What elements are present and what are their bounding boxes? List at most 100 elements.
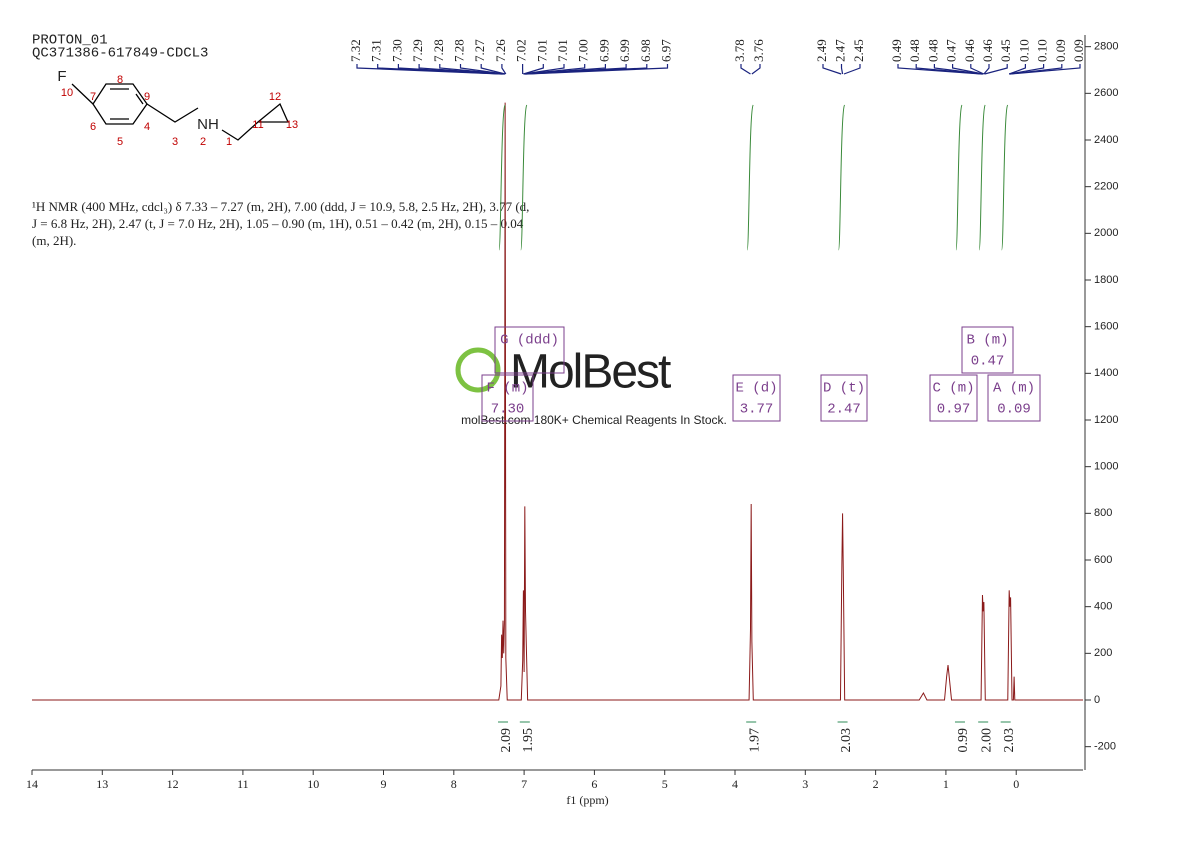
atom-label: 1 <box>226 136 232 148</box>
integral-label: 2.03 <box>1002 728 1017 753</box>
x-tick-label: 7 <box>521 777 527 791</box>
peak-pick-connector <box>843 64 861 75</box>
peak-pick-label: 0.46 <box>962 39 977 62</box>
x-tick-label: 6 <box>591 777 597 791</box>
multiplet-box <box>987 374 1041 422</box>
y-tick-label: 600 <box>1094 554 1112 566</box>
integral-curve <box>520 104 528 251</box>
peak-pick-connector <box>822 64 842 75</box>
atom-label: 6 <box>90 121 96 133</box>
atom-label: 5 <box>117 136 123 148</box>
y-tick-label: 2200 <box>1094 181 1118 193</box>
peak-pick-connector <box>983 64 990 75</box>
y-tick-label: 400 <box>1094 601 1112 613</box>
integral-label: 0.99 <box>956 728 971 753</box>
peak-pick-label: 0.47 <box>944 39 959 62</box>
integral-curve <box>498 104 506 251</box>
peak-pick-connector <box>740 64 751 75</box>
atom-label: NH <box>197 116 219 133</box>
peak-pick-connector <box>970 64 985 75</box>
y-tick-label: 1600 <box>1094 321 1118 333</box>
peak-pick-label: 0.09 <box>1071 39 1086 62</box>
peak-pick-connector <box>933 64 983 75</box>
integral-curve <box>978 104 986 251</box>
description-line: (m, 2H). <box>32 233 76 248</box>
integral-label: 2.00 <box>979 728 994 753</box>
peak-pick-label: 2.45 <box>851 39 866 62</box>
y-tick-label: 1800 <box>1094 274 1118 286</box>
peak-pick-connector <box>1009 64 1045 75</box>
peak-pick-label: 3.78 <box>732 39 747 62</box>
integral-label: 2.03 <box>839 728 854 753</box>
peak-pick-label: 7.27 <box>472 39 487 62</box>
description-line: J = 6.8 Hz, 2H), 2.47 (t, J = 7.0 Hz, 2H… <box>32 216 524 231</box>
x-tick-label: 13 <box>96 777 108 791</box>
spectrum-title: PROTON_01 <box>32 33 108 49</box>
peak-pick-label: 7.01 <box>555 39 570 62</box>
peak-pick-connector <box>1008 64 1026 75</box>
peak-pick-connector <box>751 64 761 75</box>
sample-id: QC371386-617849-CDCL3 <box>32 46 208 62</box>
x-tick-label: 2 <box>873 777 879 791</box>
peak-pick-label: 0.09 <box>1053 39 1068 62</box>
peak-pick-label: 7.00 <box>576 39 591 62</box>
atom-label: 7 <box>90 91 96 103</box>
benzene-ring <box>92 83 148 125</box>
peak-pick-label: 7.30 <box>389 39 404 62</box>
peak-pick-label: 0.48 <box>907 39 922 62</box>
atom-label: 3 <box>172 136 178 148</box>
multiplet-name: E (d) <box>735 381 777 397</box>
watermark-icon <box>455 347 501 393</box>
multiplet-name: F (m) <box>486 381 528 397</box>
multiplet-box <box>494 326 565 374</box>
integral-curve <box>746 104 754 251</box>
peak-pick-label: 0.49 <box>889 39 904 62</box>
multiplet-name: C (m) <box>932 381 974 397</box>
x-tick-label: 9 <box>381 777 387 791</box>
atom-label: 12 <box>269 91 281 103</box>
peak-pick-connector <box>526 64 669 75</box>
peak-pick-label: 2.47 <box>832 39 847 62</box>
integral-label: 1.97 <box>747 728 762 753</box>
atom-label: 8 <box>117 74 123 86</box>
multiplet-box <box>732 374 781 422</box>
peak-pick-connector <box>840 64 844 75</box>
peak-pick-label: 0.10 <box>1016 39 1031 62</box>
x-axis-label: f1 (ppm) <box>566 793 608 807</box>
peak-pick-label: 7.28 <box>431 39 446 62</box>
integral-label: 1.95 <box>521 728 536 753</box>
peak-pick-label: 0.10 <box>1035 39 1050 62</box>
peak-pick-connector <box>439 64 505 75</box>
multiplet-box <box>481 374 534 422</box>
multiplet-shift: 2.47 <box>827 402 861 418</box>
x-tick-label: 8 <box>451 777 457 791</box>
peak-pick-label: 7.26 <box>493 39 508 62</box>
atom-label: 4 <box>144 121 150 133</box>
peak-pick-label: 0.45 <box>998 39 1013 62</box>
multiplet-name: G (ddd) <box>500 333 559 349</box>
integral-curve <box>1001 104 1009 251</box>
x-tick-label: 10 <box>307 777 319 791</box>
y-tick-label: 2000 <box>1094 227 1118 239</box>
multiplet-name: A (m) <box>993 381 1035 397</box>
peak-pick-label: 0.48 <box>925 39 940 62</box>
bonds <box>71 83 290 141</box>
peak-pick-label: 6.98 <box>638 39 653 62</box>
watermark-tagline: molBest.com 180K+ Chemical Reagents In S… <box>461 413 727 427</box>
peak-pick-connector <box>459 64 505 75</box>
peak-pick-label: 7.32 <box>348 39 363 62</box>
peak-pick-connector <box>915 64 983 75</box>
integral-curve <box>838 104 846 251</box>
y-tick-label: 1400 <box>1094 367 1118 379</box>
y-tick-label: 0 <box>1094 694 1100 706</box>
y-tick-label: 200 <box>1094 647 1112 659</box>
peak-pick-connector <box>501 64 507 75</box>
multiplet-box <box>820 374 868 422</box>
integral-label: 2.09 <box>499 728 514 753</box>
peak-pick-label: 6.99 <box>596 39 611 62</box>
multiplet-box <box>961 326 1014 374</box>
peak-pick-label: 7.28 <box>451 39 466 62</box>
peak-pick-connector <box>480 64 506 75</box>
y-tick-label: -200 <box>1094 741 1116 753</box>
molecule <box>71 83 290 141</box>
